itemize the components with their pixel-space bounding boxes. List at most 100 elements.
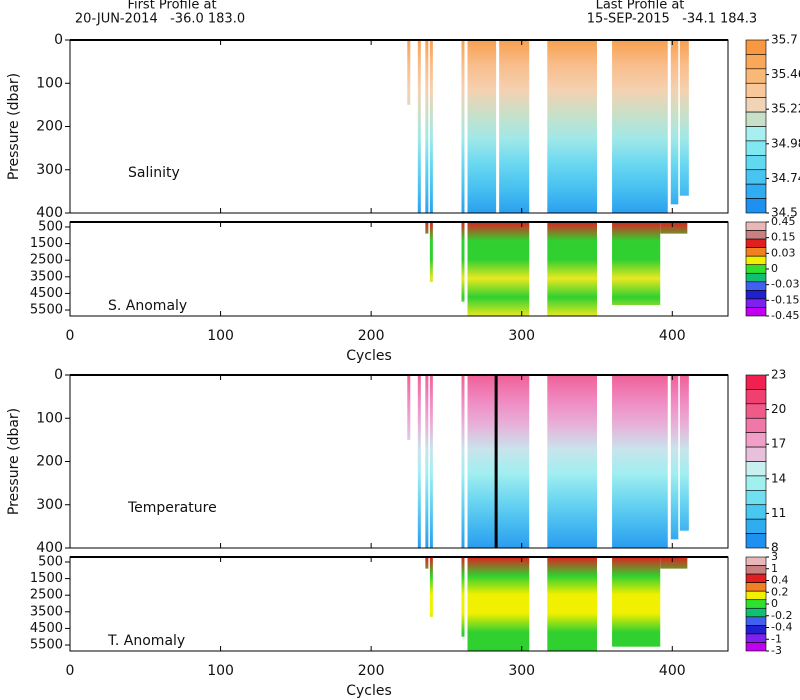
y-tick-label: 100 [36,75,63,91]
panel-title: Salinity [128,165,180,181]
y-tick-label: 0 [54,367,63,383]
colorbar-swatch [745,281,767,291]
x-axis-label: Cycles [346,348,392,364]
profile-region [547,222,598,316]
y-tick-label: 400 [36,540,63,556]
colorbar-swatch [745,533,767,549]
colorbar-swatch [745,155,767,171]
colorbar-tick-label: -0.2 [771,609,792,622]
colorbar-swatch [745,504,767,520]
y-tick-label: 4500 [30,621,63,636]
y-tick-label: 300 [36,497,63,513]
colorbar-swatch [745,111,767,127]
y-tick-label: 0 [54,32,63,48]
profile-region [461,557,465,637]
y-tick-label: 1500 [30,236,63,251]
colorbar-tick-label: 11 [771,506,786,520]
colorbar-swatch [745,126,767,142]
colorbar-swatch [745,573,767,583]
profile-region [547,375,598,548]
profile-region [499,40,530,213]
colorbar-swatch [745,582,767,592]
colorbar-tick-label: 35.22 [771,102,800,116]
colorbar-swatch [745,140,767,156]
y-tick-label: 5500 [30,638,63,653]
x-tick-label: 300 [508,663,535,679]
profile-region [467,222,530,316]
colorbar-swatch [745,264,767,274]
y-axis-label: Pressure (dbar) [6,408,22,515]
colorbar-tick-label: 34.98 [771,136,800,150]
colorbar-tick-label: 23 [771,368,786,382]
x-tick-label: 100 [207,328,234,344]
colorbar-tick-label: 14 [771,471,786,485]
colorbar-swatch [745,298,767,308]
colorbar-swatch [745,403,767,419]
colorbar-swatch [745,97,767,113]
y-tick-label: 2500 [30,253,63,268]
colorbar-swatch [745,230,767,240]
profile-region [407,40,411,105]
colorbar-swatch [745,475,767,491]
y-tick-label: 200 [36,119,63,135]
profile-region [670,375,679,540]
colorbar-swatch [745,446,767,462]
profile-region [417,40,421,213]
profile-region [612,375,668,548]
x-tick-label: 0 [66,328,75,344]
x-tick-label: 200 [358,328,385,344]
profile-region [417,375,421,548]
y-tick-label: 500 [38,219,63,234]
panel-title: T. Anomaly [107,633,185,649]
colorbar-swatch [745,82,767,98]
colorbar-tick-label: -3 [771,644,782,657]
colorbar-swatch [745,307,767,317]
colorbar-tick-label: 8 [771,541,779,555]
colorbar-swatch [745,556,767,566]
colorbar-tick-label: 20 [771,402,786,416]
profile-region [467,375,530,548]
colorbar-swatch [745,68,767,84]
colorbar-swatch [745,389,767,405]
colorbar-swatch [745,432,767,448]
profile-region [429,375,433,548]
colorbar-tick-label: 35.46 [771,67,800,81]
colorbar-tick-label: 35.7 [771,33,798,47]
colorbar-tick-label: -0.45 [771,309,799,322]
colorbar-swatch [745,599,767,609]
y-axis-label: Pressure (dbar) [6,73,22,180]
y-tick-label: 5500 [30,303,63,318]
colorbar-swatch [745,247,767,257]
colorbar-tick-label: 0.4 [771,574,789,587]
profile-region [425,222,429,234]
profile-region [547,557,598,651]
x-tick-label: 0 [66,663,75,679]
profile-region [425,375,429,548]
profile-region [429,40,433,213]
colorbar-swatch [745,607,767,618]
panel-title: S. Anomaly [108,298,187,314]
colorbar-tick-label: 0 [771,262,778,275]
colorbar-swatch [745,616,767,626]
first-profile-info: 20-JUN-2014 -36.0 183.0 [75,12,245,27]
profile-region [467,40,497,213]
profile-region [547,40,598,213]
colorbar-swatch [745,183,767,199]
colorbar-tick-label: 0.03 [771,246,796,259]
profile-region [429,557,433,617]
colorbar-swatch [745,54,767,70]
profile-region [425,40,429,213]
panel-title: Temperature [127,500,217,516]
y-tick-label: 300 [36,162,63,178]
x-tick-label: 300 [508,328,535,344]
profile-region [679,375,689,531]
profile-region [429,222,433,282]
colorbar-swatch [745,590,767,601]
colorbar-swatch [745,642,767,652]
colorbar-tick-label: -0.03 [771,278,799,291]
profile-region [461,40,465,213]
colorbar-tick-label: 0 [771,597,778,610]
y-tick-label: 3500 [30,269,63,284]
y-tick-label: 1500 [30,571,63,586]
